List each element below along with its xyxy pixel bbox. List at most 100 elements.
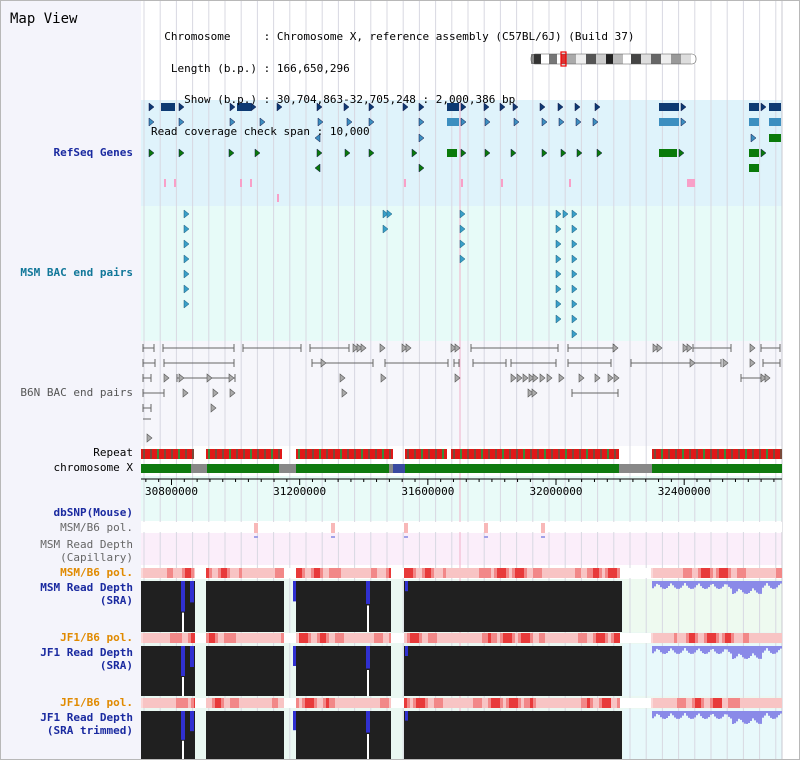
repeat-region[interactable] [296,449,393,459]
track-label-msm-b6-pol-2[interactable]: MSM/B6 pol. [60,566,133,579]
bac-end-marker[interactable] [401,343,408,353]
polymorphism-mark[interactable] [331,523,335,533]
gene-strand-arrow[interactable] [760,148,767,158]
bac-end-marker[interactable] [212,388,219,398]
msm-read-depth-sra[interactable] [296,581,391,632]
gene-exon-block[interactable] [749,164,759,172]
gene-strand-arrow[interactable] [484,148,491,158]
gene-strand-arrow[interactable] [148,102,155,112]
bac-end-marker[interactable] [459,224,466,234]
gene-strand-arrow[interactable] [513,117,520,127]
bac-end-marker[interactable] [555,269,562,279]
bac-end-marker[interactable] [749,343,756,353]
bac-end-marker[interactable] [571,239,578,249]
bac-end-marker[interactable] [454,343,461,353]
bac-end-marker[interactable] [178,373,185,383]
bac-end-marker[interactable] [532,373,539,383]
msm-read-depth-sra[interactable] [141,581,195,632]
bac-end-marker[interactable] [527,388,534,398]
bac-end-marker[interactable] [571,299,578,309]
gene-strand-arrow[interactable] [368,117,375,127]
gene-strand-arrow[interactable] [317,117,324,127]
gene-strand-arrow[interactable] [402,102,409,112]
jf1-read-depth-trimmed[interactable] [404,711,622,759]
bac-end-marker[interactable] [612,343,619,353]
msm-read-depth-sra[interactable] [206,581,284,632]
bac-end-marker[interactable] [379,343,386,353]
gene-strand-arrow[interactable] [680,117,687,127]
gene-exon-block[interactable] [659,103,679,111]
bac-end-marker[interactable] [555,299,562,309]
gene-strand-arrow[interactable] [483,102,490,112]
gene-exon-block[interactable] [769,103,781,111]
jf1-read-depth-trimmed[interactable] [141,711,195,759]
gene-strand-arrow[interactable] [316,102,323,112]
bac-end-marker[interactable] [459,239,466,249]
bac-end-marker[interactable] [571,329,578,339]
jf1-read-depth-trimmed[interactable] [296,711,391,759]
gene-strand-arrow[interactable] [460,117,467,127]
gene-strand-arrow[interactable] [557,102,564,112]
bac-end-marker[interactable] [339,373,346,383]
bac-end-marker[interactable] [558,373,565,383]
track-label-refseq[interactable]: RefSeq Genes [53,146,133,159]
gene-strand-arrow[interactable] [594,102,601,112]
bac-end-marker[interactable] [571,224,578,234]
chromosome-band[interactable] [141,464,782,473]
bac-end-marker[interactable] [183,269,190,279]
bac-end-marker[interactable] [555,239,562,249]
bac-end-marker[interactable] [555,284,562,294]
bac-end-marker[interactable] [320,358,327,368]
repeat-region[interactable] [405,449,447,459]
gene-strand-arrow[interactable] [418,102,425,112]
bac-end-marker[interactable] [594,373,601,383]
gene-strand-arrow[interactable] [178,102,185,112]
gene-strand-arrow[interactable] [368,102,375,112]
gene-exon-block[interactable] [749,118,759,126]
chromosome-ideogram[interactable] [530,53,697,65]
gene-strand-arrow[interactable] [499,102,506,112]
gene-strand-arrow[interactable] [575,117,582,127]
gene-strand-arrow[interactable] [259,117,266,127]
gene-strand-arrow[interactable] [178,117,185,127]
bac-end-marker[interactable] [571,269,578,279]
gene-strand-arrow[interactable] [229,117,236,127]
bac-end-marker[interactable] [656,343,663,353]
gene-strand-arrow[interactable] [229,102,236,112]
track-label-jf1-b6-pol-2[interactable]: JF1/B6 pol. [60,696,133,709]
gene-strand-arrow[interactable] [484,117,491,127]
bac-end-marker[interactable] [356,343,363,353]
bac-end-marker[interactable] [578,373,585,383]
gene-strand-arrow[interactable] [418,163,425,173]
gene-strand-arrow[interactable] [560,148,567,158]
gene-strand-arrow[interactable] [576,148,583,158]
track-label-b6n-bac[interactable]: B6N BAC end pairs [20,386,133,399]
track-label-jf1-read-sra[interactable]: JF1 Read Depth (SRA) [40,646,133,672]
bac-end-marker[interactable] [459,254,466,264]
gene-strand-arrow[interactable] [539,102,546,112]
gene-strand-arrow[interactable] [512,102,519,112]
track-label-msm-b6-pol-1[interactable]: MSM/B6 pol. [60,521,133,534]
bac-end-marker[interactable] [163,373,170,383]
gene-strand-arrow[interactable] [460,148,467,158]
gene-strand-arrow[interactable] [680,102,687,112]
gene-strand-arrow[interactable] [411,148,418,158]
bac-end-marker[interactable] [183,254,190,264]
bac-end-marker[interactable] [183,284,190,294]
gene-strand-arrow[interactable] [368,148,375,158]
bac-end-marker[interactable] [555,209,562,219]
gene-strand-arrow[interactable] [541,117,548,127]
gene-exon-block[interactable] [769,134,781,142]
repeat-region[interactable] [451,449,619,459]
gene-strand-arrow[interactable] [592,117,599,127]
bac-end-marker[interactable] [183,209,190,219]
track-label-msm-bac[interactable]: MSM BAC end pairs [20,266,133,279]
gene-strand-arrow[interactable] [760,102,767,112]
track-label-dbsnp[interactable]: dbSNP(Mouse) [53,506,133,519]
track-label-jf1-b6-pol-1[interactable]: JF1/B6 pol. [60,631,133,644]
jf1-read-depth-sra[interactable] [296,646,391,696]
bac-end-marker[interactable] [352,343,359,353]
gene-strand-arrow[interactable] [750,133,757,143]
bac-end-marker[interactable] [613,373,620,383]
jf1-read-depth-sra[interactable] [141,646,195,696]
